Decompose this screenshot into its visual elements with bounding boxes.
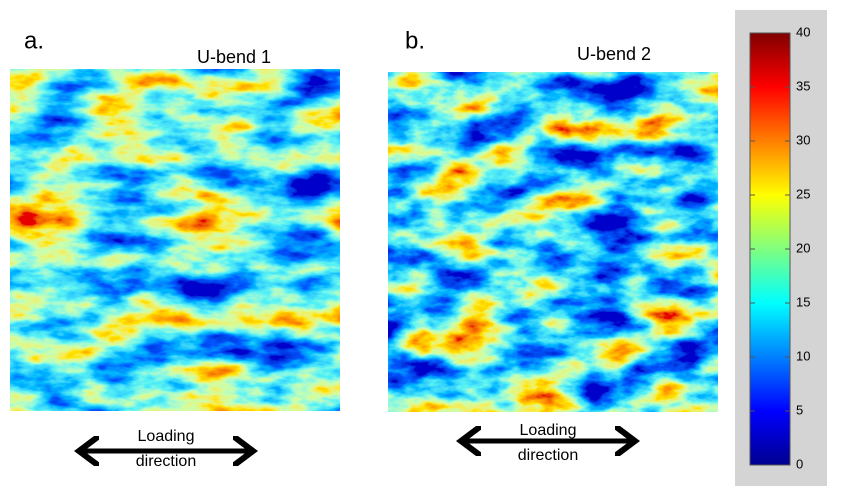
tick-label: 0 — [796, 456, 803, 471]
tick-label: 30 — [796, 132, 810, 147]
tick-label: 5 — [796, 402, 803, 417]
loading-label: direction — [518, 447, 578, 464]
tick-label: 20 — [796, 240, 810, 255]
tick-label: 25 — [796, 186, 810, 201]
panel-letter: a. — [24, 27, 44, 54]
panel-letter: b. — [405, 27, 425, 54]
heatmap-texture — [10, 69, 340, 411]
panel-title: U-bend 1 — [197, 47, 271, 67]
panel-title: U-bend 2 — [577, 44, 651, 64]
loading-label: direction — [136, 453, 196, 470]
tick-label: 40 — [796, 24, 810, 39]
colorbar: 0 5 10 15 20 25 30 35 40 — [735, 10, 827, 486]
colorbar-gradient — [749, 32, 791, 466]
panel-b: b. U-bend 2 Loading direction — [388, 27, 718, 464]
loading-label: Loading — [138, 428, 195, 445]
panel-a: a. U-bend 1 Loading direction — [10, 27, 340, 470]
tick-label: 10 — [796, 348, 810, 363]
tick-label: 15 — [796, 294, 810, 309]
tick-label: 35 — [796, 78, 810, 93]
loading-label: Loading — [520, 422, 577, 439]
heatmap-texture — [388, 72, 718, 412]
